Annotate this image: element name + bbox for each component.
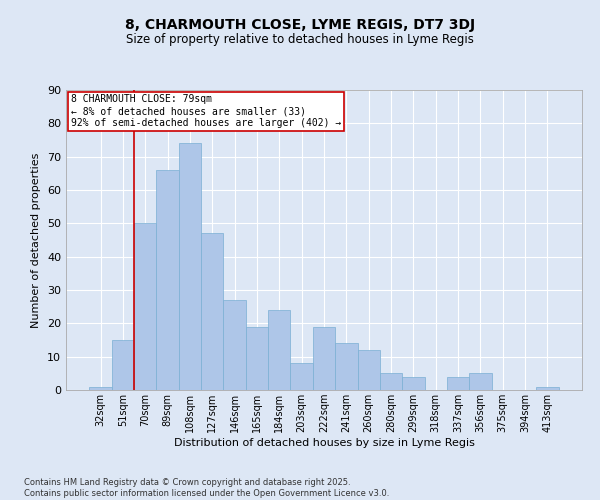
- Bar: [89, 386, 112, 390]
- X-axis label: Distribution of detached houses by size in Lyme Regis: Distribution of detached houses by size …: [173, 438, 475, 448]
- Bar: [447, 376, 469, 390]
- Bar: [358, 350, 380, 390]
- Bar: [223, 300, 246, 390]
- Bar: [179, 144, 201, 390]
- Bar: [290, 364, 313, 390]
- Text: 8 CHARMOUTH CLOSE: 79sqm
← 8% of detached houses are smaller (33)
92% of semi-de: 8 CHARMOUTH CLOSE: 79sqm ← 8% of detache…: [71, 94, 341, 128]
- Y-axis label: Number of detached properties: Number of detached properties: [31, 152, 41, 328]
- Bar: [134, 224, 157, 390]
- Bar: [335, 344, 358, 390]
- Bar: [469, 374, 491, 390]
- Bar: [313, 326, 335, 390]
- Text: Contains HM Land Registry data © Crown copyright and database right 2025.
Contai: Contains HM Land Registry data © Crown c…: [24, 478, 389, 498]
- Bar: [112, 340, 134, 390]
- Bar: [201, 234, 223, 390]
- Text: 8, CHARMOUTH CLOSE, LYME REGIS, DT7 3DJ: 8, CHARMOUTH CLOSE, LYME REGIS, DT7 3DJ: [125, 18, 475, 32]
- Bar: [536, 386, 559, 390]
- Bar: [246, 326, 268, 390]
- Bar: [380, 374, 402, 390]
- Bar: [157, 170, 179, 390]
- Text: Size of property relative to detached houses in Lyme Regis: Size of property relative to detached ho…: [126, 32, 474, 46]
- Bar: [402, 376, 425, 390]
- Bar: [268, 310, 290, 390]
